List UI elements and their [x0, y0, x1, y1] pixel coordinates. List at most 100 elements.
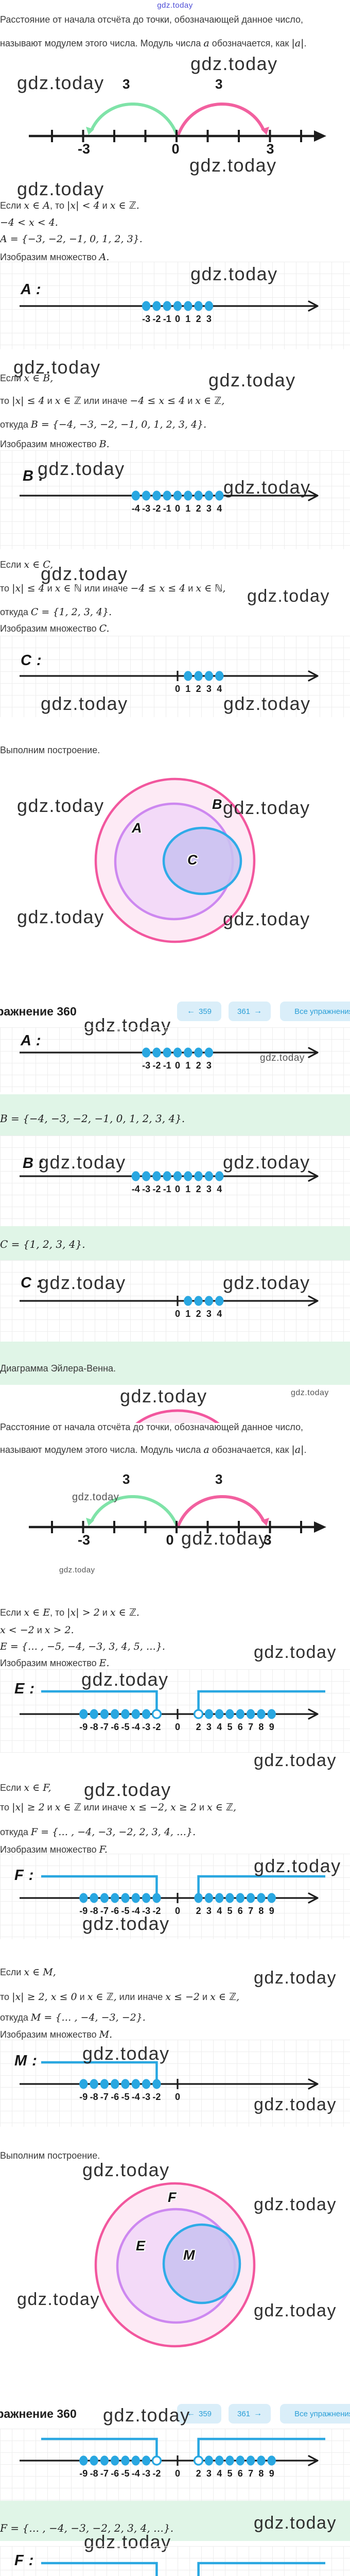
set-point-dot [100, 2455, 109, 2466]
watermark: gdz.today [190, 263, 278, 284]
tick-label: 0 [175, 2468, 180, 2479]
plain-text: Если [0, 373, 24, 383]
paragraph-text: . [304, 1445, 307, 1455]
plain-text: Выполним построение. [0, 745, 100, 755]
tick-label: 0 [175, 1906, 180, 1916]
venn-set-label: A [132, 820, 142, 836]
math-text: F = {… , −4, −3, −2, 2, 3, 4, …}. [0, 2522, 174, 2534]
set-point-dot [152, 1893, 161, 1903]
all-exercises-button[interactable]: Все упражнения [280, 2404, 350, 2424]
set-point-dot [79, 1893, 88, 1903]
next-exercise-button[interactable]: 361 → [229, 2404, 271, 2424]
set-point-dot [142, 490, 151, 501]
set-point-dot [142, 1171, 151, 1181]
tick-label: -2 [152, 2092, 161, 2102]
distance-label: 3 [122, 76, 130, 92]
set-point-dot [184, 671, 192, 681]
math-text: |x| ≥ 2, x ≤ 0 [12, 1991, 77, 2003]
plain-text: Изобразим множество [0, 2029, 99, 2040]
plain-text: и [44, 396, 55, 406]
set-point-dot [257, 1893, 266, 1903]
watermark: gdz.today [17, 906, 104, 927]
arrowhead-icon [308, 2455, 319, 2466]
site-link[interactable]: gdz.today [157, 1, 193, 10]
tick-label: 4 [217, 1722, 222, 1732]
tick-label: -6 [111, 1722, 119, 1732]
math-text: −4 ≤ x ≤ 4 [130, 583, 186, 594]
tick-label: -5 [121, 2468, 129, 2479]
tick-label: 5 [227, 1722, 232, 1732]
plain-text: Диаграмма Эйлера-Венна. [0, 1363, 116, 1374]
set-point-dot [204, 301, 214, 311]
tick-label: -8 [90, 1722, 98, 1732]
axis-label: 0 [166, 1532, 174, 1548]
plain-text: Если [0, 560, 24, 570]
arrowhead-icon [308, 1708, 319, 1720]
tick-label: 0 [175, 2092, 180, 2102]
tick-label: -7 [100, 2468, 109, 2479]
tick-label: -2 [152, 1060, 161, 1071]
next-exercise-button[interactable]: 361 → [229, 1002, 271, 1021]
prev-exercise-button[interactable]: ← 359 [177, 1002, 221, 1021]
set-point-dot [225, 1709, 234, 1719]
text-line-build: Выполним построение. [0, 745, 100, 756]
text-line-a2: −4 < x < 4. [0, 217, 58, 229]
arrowhead-icon [314, 130, 326, 142]
set-point-dot [215, 490, 224, 501]
left-ray-bracket [41, 1875, 158, 1898]
tick-label: 4 [217, 1906, 222, 1916]
set-point-dot [131, 1893, 140, 1903]
axis-label: -3 [77, 1532, 91, 1548]
number-line-figure-figF1: -9 -8 -7 -6 -5 -4 -3 -2 0 2 3 4 5 6 7 8 9 F : gdz.today gdz… [0, 1854, 350, 1939]
text-line-build: Выполним построение. [0, 2150, 100, 2161]
tick-label: -7 [100, 1722, 109, 1732]
tick-label: -8 [90, 2468, 98, 2479]
math-text: |x| < 4 [67, 200, 100, 211]
venn-set-label: M [183, 2247, 195, 2263]
watermark: gdz.today [39, 1272, 126, 1293]
set-point-dot [246, 2455, 255, 2466]
axis-label: -3 [77, 141, 91, 157]
tick-label: 4 [217, 684, 222, 694]
math-text: M. [99, 2029, 113, 2040]
watermark: gdz.today [223, 1151, 310, 1173]
math-text: E. [99, 1657, 110, 1669]
watermark: gdz.today [17, 795, 104, 816]
tick-label: 1 [185, 1184, 190, 1194]
tick-label: -9 [79, 2468, 87, 2479]
text-line-band_c: C = {1, 2, 3, 4}. [0, 1239, 85, 1250]
tick-label: 6 [238, 2468, 243, 2479]
watermark: gdz.today [120, 1385, 207, 1406]
tick-label: 3 [206, 503, 212, 514]
number-line-svg: -4 -3 -2 -1 0 1 2 3 4 [20, 1171, 319, 1194]
set-point-dot [163, 1047, 171, 1058]
watermark: gdz.today [208, 369, 296, 391]
set-point-dot [152, 2079, 161, 2089]
watermark: gdz.today [254, 2195, 337, 2214]
number-line-svg: -4 -3 -2 -1 0 1 2 3 4 [20, 490, 319, 514]
math-text: −4 ≤ x ≤ 4 [130, 395, 185, 406]
tick-label: 1 [185, 503, 190, 514]
open-point-dot [193, 2455, 204, 2466]
math-text: C = {1, 2, 3, 4}. [30, 606, 112, 618]
math-text: x ∈ C, [24, 559, 54, 570]
set-point-dot [257, 2455, 266, 2466]
tick-label: 2 [196, 684, 201, 694]
tick-label: -2 [152, 1722, 161, 1732]
set-point-dot [121, 1709, 130, 1719]
plain-text: и [44, 583, 55, 594]
tick-label: -5 [121, 1722, 129, 1732]
tick-label: 2 [196, 503, 201, 514]
all-exercises-button[interactable]: Все упражнения [280, 1002, 350, 1021]
left-arrow-icon: ← [186, 1007, 195, 1015]
venn-set-label: E [136, 2238, 146, 2253]
prev-exercise-button[interactable]: ← 359 [177, 2404, 221, 2424]
plain-text: то [0, 1802, 12, 1812]
set-label: F : [14, 2552, 34, 2569]
left-ray-bracket [41, 1690, 158, 1714]
tick-label: 2 [196, 314, 201, 324]
tick-label: -1 [163, 1184, 171, 1194]
math-text: x ≤ −2, x ≥ 2 [130, 1802, 197, 1813]
